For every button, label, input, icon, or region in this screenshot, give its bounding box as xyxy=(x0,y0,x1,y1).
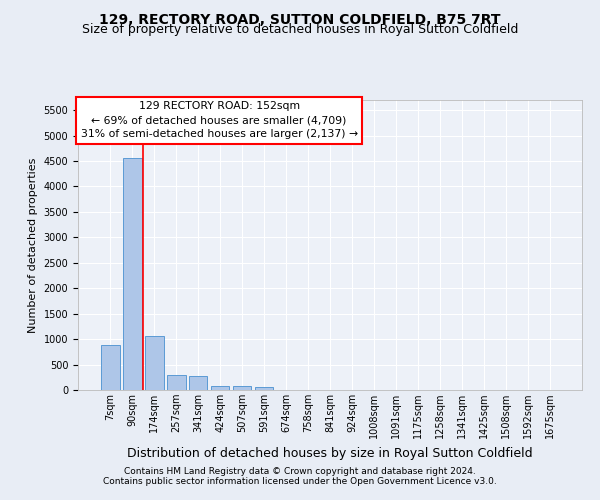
X-axis label: Distribution of detached houses by size in Royal Sutton Coldfield: Distribution of detached houses by size … xyxy=(127,446,533,460)
Text: 129, RECTORY ROAD, SUTTON COLDFIELD, B75 7RT: 129, RECTORY ROAD, SUTTON COLDFIELD, B75… xyxy=(99,12,501,26)
Text: 129 RECTORY ROAD: 152sqm
← 69% of detached houses are smaller (4,709)
31% of sem: 129 RECTORY ROAD: 152sqm ← 69% of detach… xyxy=(80,102,358,140)
Text: Contains public sector information licensed under the Open Government Licence v3: Contains public sector information licen… xyxy=(103,477,497,486)
Bar xyxy=(123,158,142,390)
Bar xyxy=(211,386,229,390)
Y-axis label: Number of detached properties: Number of detached properties xyxy=(28,158,38,332)
Bar xyxy=(145,336,164,390)
Text: Contains HM Land Registry data © Crown copyright and database right 2024.: Contains HM Land Registry data © Crown c… xyxy=(124,467,476,476)
Text: Size of property relative to detached houses in Royal Sutton Coldfield: Size of property relative to detached ho… xyxy=(82,22,518,36)
Bar xyxy=(255,388,274,390)
Bar xyxy=(101,345,119,390)
Bar xyxy=(167,375,185,390)
Bar xyxy=(233,386,251,390)
Bar xyxy=(189,376,208,390)
